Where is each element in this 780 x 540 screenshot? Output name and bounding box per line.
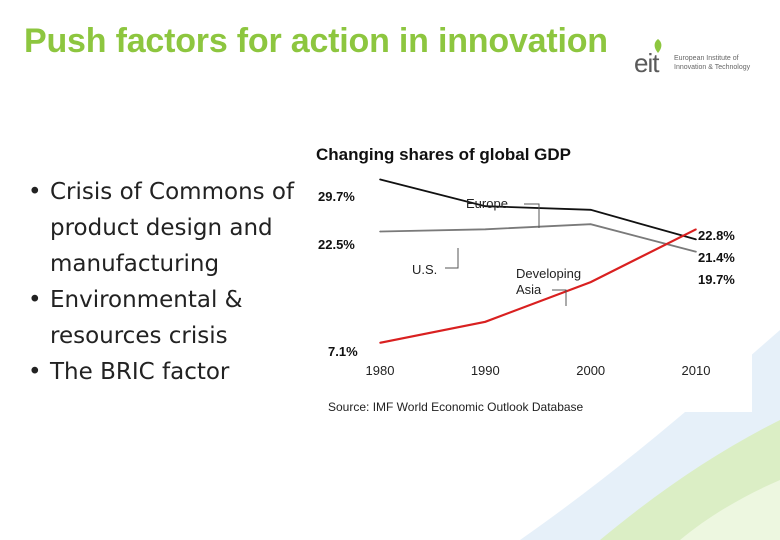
developing-asia-line-point xyxy=(589,281,592,283)
swoosh-green-light xyxy=(680,480,780,540)
asia-series-label-line-2: Asia xyxy=(516,282,542,297)
chart-title: Changing shares of global GDP xyxy=(316,145,571,164)
europe-series-label: Europe xyxy=(466,196,508,211)
us-callout: U.S. xyxy=(412,248,459,277)
europe-callout-leader xyxy=(524,203,540,228)
asia-callout-leader xyxy=(552,289,567,306)
logo-subtitle-line-2: Innovation & Technology xyxy=(674,64,751,71)
x-tick-label: 2010 xyxy=(682,363,711,378)
logo-text: eit xyxy=(634,48,659,78)
us-line-point xyxy=(589,223,592,225)
europe-line-point xyxy=(484,205,487,207)
logo-subtitle: European Institute of Innovation & Techn… xyxy=(674,54,750,72)
europe-callout: Europe xyxy=(466,196,540,228)
logo-subtitle-line-1: European Institute of xyxy=(674,55,739,62)
us-start-label: 22.5% xyxy=(318,237,355,252)
europe-line-point xyxy=(589,209,592,211)
series-lines xyxy=(379,178,697,344)
europe-line-point xyxy=(695,238,697,241)
gdp-share-chart: Changing shares of global GDP 29.7% 22.5… xyxy=(316,145,735,414)
us-series-label: U.S. xyxy=(412,262,437,277)
swoosh-green xyxy=(600,420,780,540)
us-line-point xyxy=(695,250,697,253)
us-line-point xyxy=(379,230,381,233)
europe-start-label: 29.7% xyxy=(318,189,355,204)
x-tick-label: 2000 xyxy=(576,363,605,378)
slide-title: Push factors for action in innovation xyxy=(24,22,608,60)
us-callout-leader xyxy=(445,248,459,269)
us-line-point xyxy=(484,228,487,231)
europe-line-point xyxy=(379,178,381,181)
bullet-item: Environmental & resources crisis xyxy=(28,282,308,354)
developing-asia-line-point xyxy=(695,228,697,231)
developing-asia-line-point xyxy=(379,342,381,344)
europe-line xyxy=(379,178,697,241)
asia-callout: Developing Asia xyxy=(516,266,581,306)
europe-end-label: 21.4% xyxy=(698,250,735,265)
chart-source: Source: IMF World Economic Outlook Datab… xyxy=(328,400,584,412)
bullet-list: Crisis of Commons of product design and … xyxy=(28,174,308,390)
asia-end-label: 22.8% xyxy=(698,228,735,243)
us-line xyxy=(379,223,697,253)
asia-start-label: 7.1% xyxy=(328,344,358,359)
us-end-label: 19.7% xyxy=(698,272,735,287)
asia-series-label-line-1: Developing xyxy=(516,266,581,281)
bullet-item: The BRIC factor xyxy=(28,354,308,390)
logo-leaf-icon xyxy=(654,39,662,53)
x-tick-label: 1990 xyxy=(471,363,500,378)
developing-asia-line xyxy=(379,228,697,344)
x-tick-label: 1980 xyxy=(366,363,395,378)
eit-logo: eit European Institute of Innovation & T… xyxy=(634,39,774,84)
gdp-chart-panel: Changing shares of global GDP 29.7% 22.5… xyxy=(300,130,752,414)
developing-asia-line-point xyxy=(484,321,487,323)
bullet-item: Crisis of Commons of product design and … xyxy=(28,174,308,282)
